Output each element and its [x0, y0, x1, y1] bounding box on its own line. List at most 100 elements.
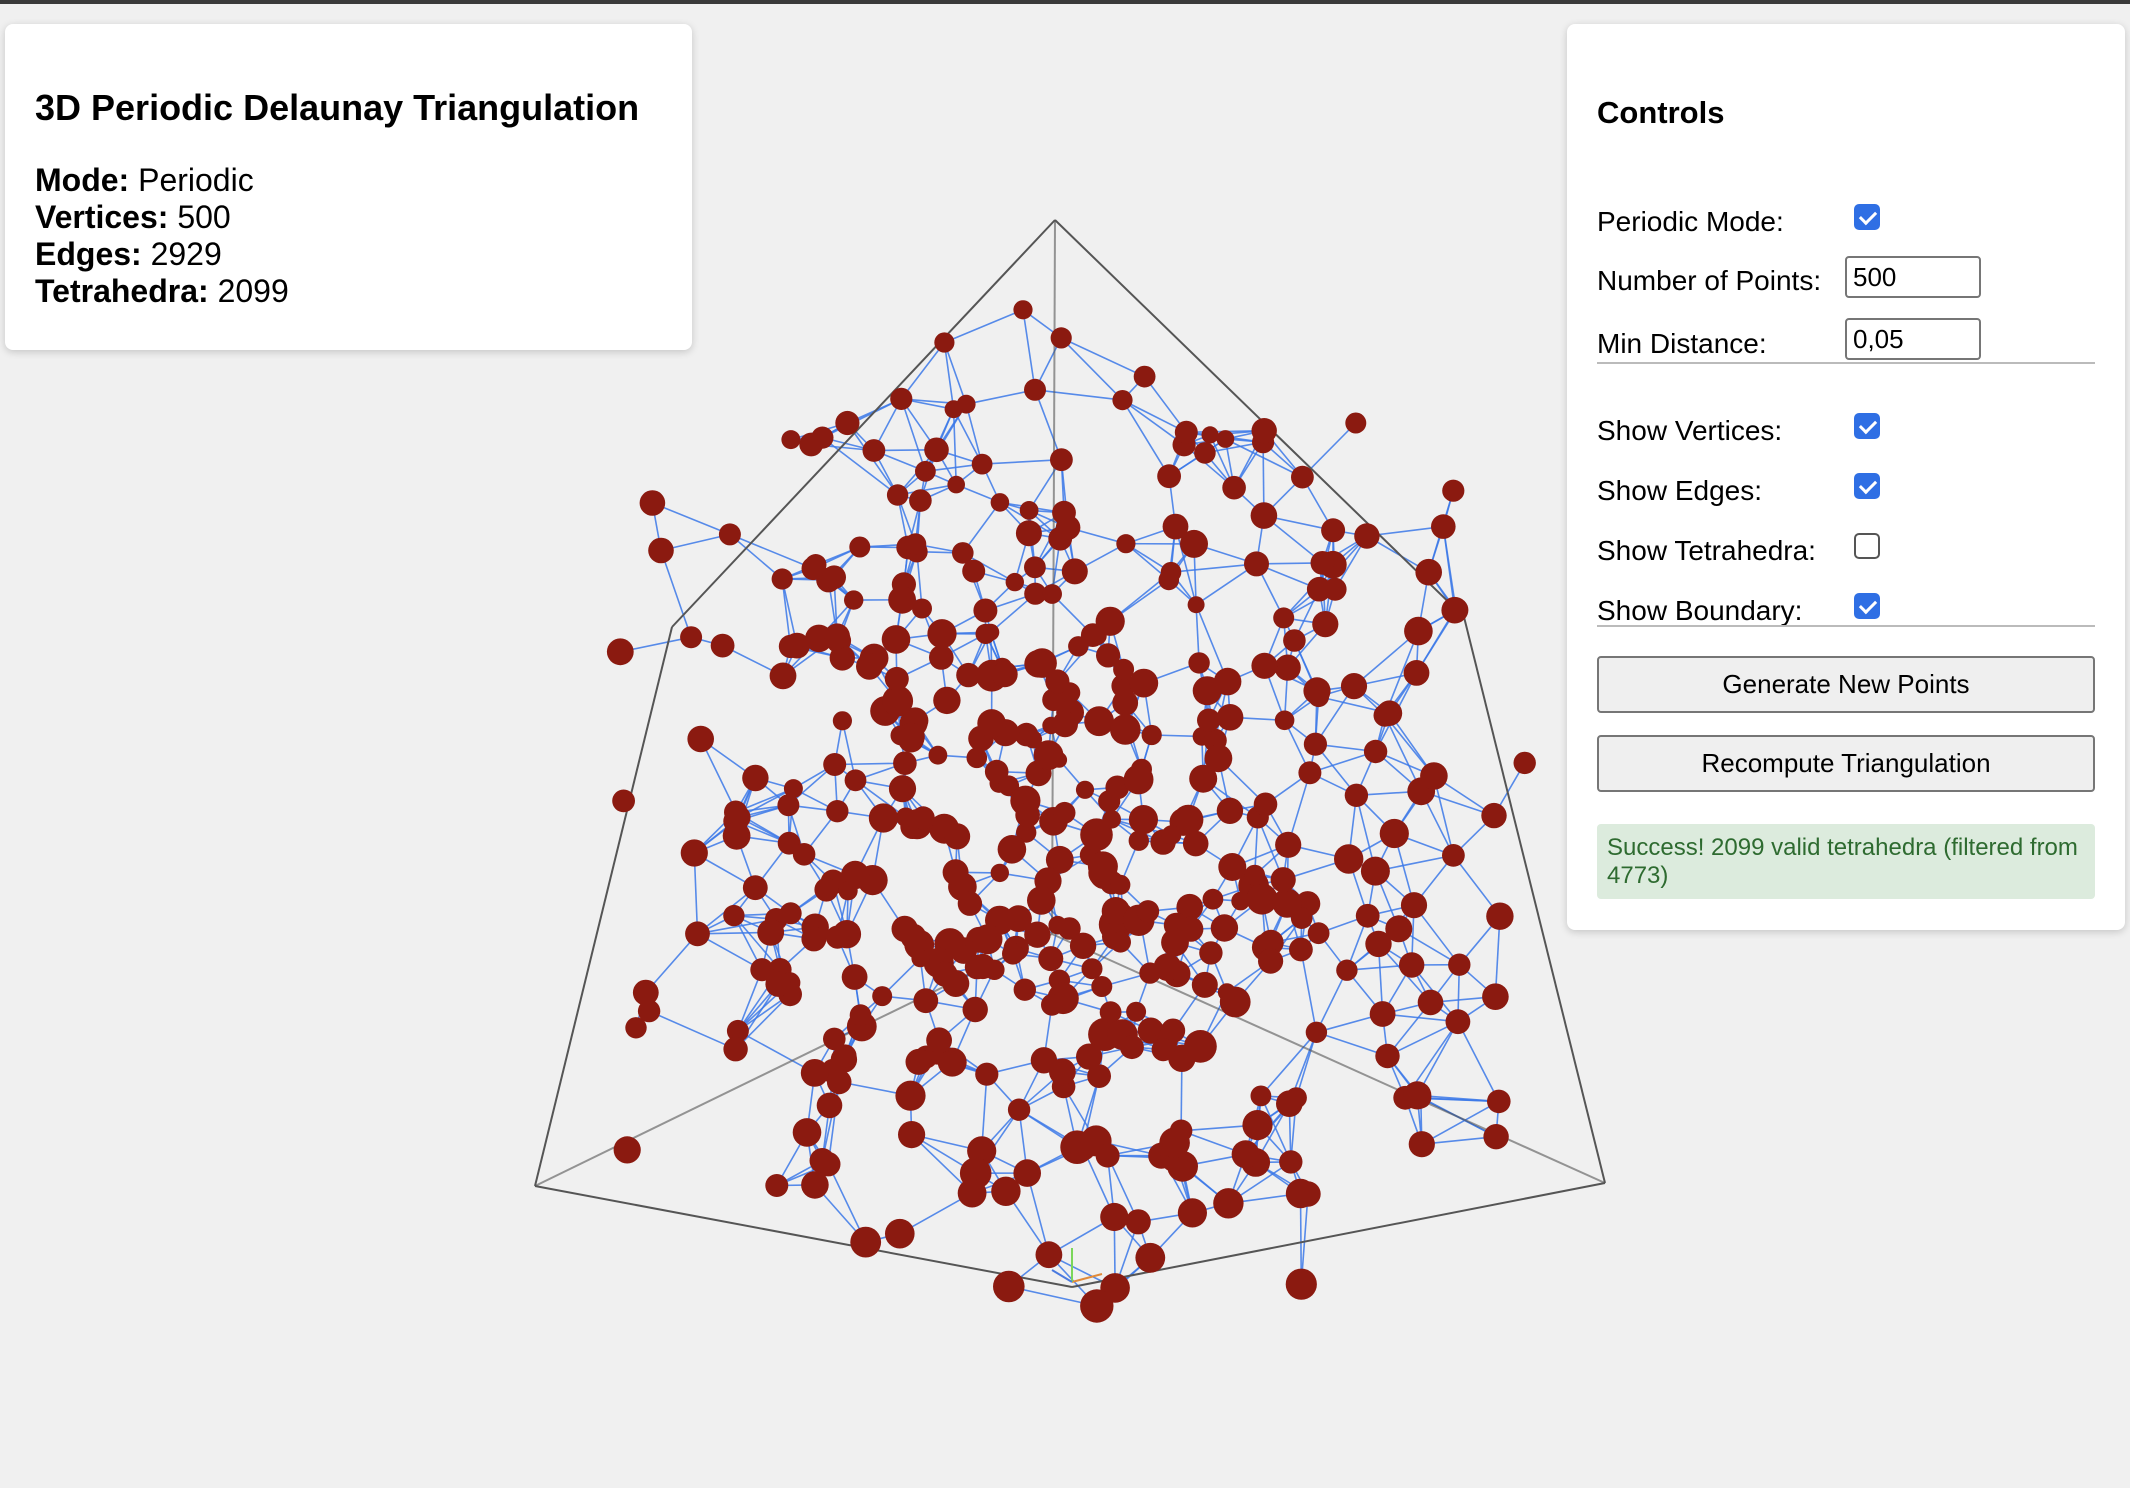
show-boundary-checkbox[interactable] — [1854, 593, 1880, 619]
triangulation-edge — [735, 993, 791, 1050]
triangulation-edge — [1122, 399, 1187, 434]
vertex-sphere — [868, 803, 899, 833]
vertex-sphere — [1365, 930, 1392, 958]
triangulation-edge — [1060, 337, 1145, 378]
vertex-sphere — [1250, 1085, 1272, 1107]
vertex-sphere — [1246, 883, 1278, 915]
vertex-sphere — [1158, 569, 1180, 591]
vertex-sphere — [934, 332, 955, 353]
vertex-sphere — [1045, 669, 1070, 694]
vertex-sphere — [905, 1048, 932, 1075]
show-edges-checkbox[interactable] — [1854, 473, 1880, 499]
vertex-sphere — [742, 875, 768, 901]
vertex-sphere — [1442, 844, 1465, 867]
show-vertices-checkbox[interactable] — [1854, 413, 1880, 439]
vertex-sphere — [1048, 915, 1067, 935]
vertex-sphere — [833, 1044, 857, 1068]
vertex-sphere — [1404, 616, 1433, 646]
vertex-sphere — [1336, 959, 1358, 981]
vertex-sphere — [1251, 418, 1277, 444]
triangulation-edge — [1060, 337, 1124, 401]
vertex-sphere — [835, 410, 860, 436]
vertex-sphere — [881, 625, 911, 654]
triangulation-edge — [729, 533, 783, 580]
vertex-sphere — [1024, 921, 1051, 948]
vertex-sphere — [822, 565, 846, 590]
vertex-sphere — [1024, 582, 1047, 605]
generate-new-points-button[interactable]: Generate New Points — [1597, 656, 2095, 713]
triangulation-edge — [645, 933, 699, 994]
vertex-sphere — [1013, 300, 1033, 320]
show-tetrahedra-checkbox[interactable] — [1854, 533, 1880, 559]
vertex-sphere — [966, 747, 988, 769]
triangulation-edge — [1143, 376, 1187, 433]
vertex-sphere — [685, 921, 710, 947]
vertex-sphere — [984, 959, 1005, 980]
vertex-sphere — [977, 709, 1006, 738]
vertex-sphere — [1123, 764, 1154, 795]
vertex-sphere — [964, 954, 990, 980]
vertex-sphere — [962, 559, 986, 583]
triangulation-edge — [982, 458, 1062, 465]
vertex-sphere — [1002, 942, 1024, 965]
min-distance-input[interactable] — [1845, 318, 1981, 360]
vertex-sphere — [801, 556, 825, 581]
vertex-sphere — [1110, 874, 1131, 895]
vertex-sphere — [1306, 576, 1332, 602]
tetrahedra-label: Tetrahedra: — [35, 273, 209, 309]
vertex-sphere — [625, 1017, 647, 1039]
vertex-sphere — [1027, 886, 1056, 915]
vertex-sphere — [991, 1176, 1021, 1207]
tetrahedra-value: 2099 — [217, 273, 289, 309]
triangulation-edge — [1300, 949, 1318, 1033]
vertex-sphere — [1298, 761, 1322, 785]
vertex-sphere — [1015, 822, 1037, 843]
vertex-sphere — [1334, 844, 1364, 874]
vertex-sphere — [1375, 1043, 1400, 1069]
vertex-sphere — [1095, 606, 1125, 636]
num-points-input[interactable] — [1845, 256, 1981, 298]
vertex-sphere — [1053, 801, 1076, 824]
periodic-mode-checkbox[interactable] — [1854, 204, 1880, 230]
vertex-sphere — [1340, 673, 1368, 700]
vertices-layer — [606, 300, 1536, 1323]
vertex-sphere — [1303, 732, 1327, 756]
vertex-sphere — [952, 542, 974, 564]
vertex-sphere — [1099, 1001, 1122, 1024]
vertex-sphere — [1483, 1124, 1509, 1150]
vertex-sphere — [1250, 502, 1278, 529]
vertex-sphere — [912, 598, 932, 619]
controls-title: Controls — [1597, 95, 1725, 130]
vertex-sphere — [1135, 1242, 1166, 1273]
vertex-sphere — [723, 904, 745, 927]
vertex-sphere — [1285, 1087, 1307, 1109]
vertex-sphere — [1151, 1038, 1175, 1062]
vertex-sphere — [1133, 365, 1156, 388]
recompute-triangulation-button[interactable]: Recompute Triangulation — [1597, 735, 2095, 792]
vertex-sphere — [1024, 378, 1046, 401]
triangulation-edge — [944, 309, 1024, 344]
vertex-sphere — [975, 623, 996, 645]
boundary-box — [534, 219, 1606, 1288]
triangulation-edge — [729, 533, 814, 570]
boundary-edge — [1071, 1182, 1606, 1288]
min-distance-label: Min Distance: — [1597, 328, 1767, 359]
vertex-sphere — [1258, 948, 1284, 974]
vertex-sphere — [779, 902, 802, 925]
vertex-sphere — [687, 725, 714, 753]
vertex-sphere — [909, 489, 932, 512]
vertex-sphere — [1321, 518, 1346, 543]
vertex-sphere — [825, 925, 850, 949]
vertex-sphere — [1100, 1202, 1129, 1232]
axis-x — [1071, 1273, 1103, 1283]
vertex-sphere — [844, 769, 867, 792]
vertex-sphere — [1216, 797, 1244, 824]
vertex-sphere — [1033, 740, 1064, 770]
vertex-sphere — [1113, 658, 1135, 680]
triangulation-edge — [1295, 1032, 1318, 1099]
vertices-label: Vertices: — [35, 199, 169, 235]
vertex-sphere — [1061, 558, 1088, 585]
vertex-sphere — [1141, 724, 1162, 746]
vertex-sphere — [1285, 1268, 1317, 1300]
